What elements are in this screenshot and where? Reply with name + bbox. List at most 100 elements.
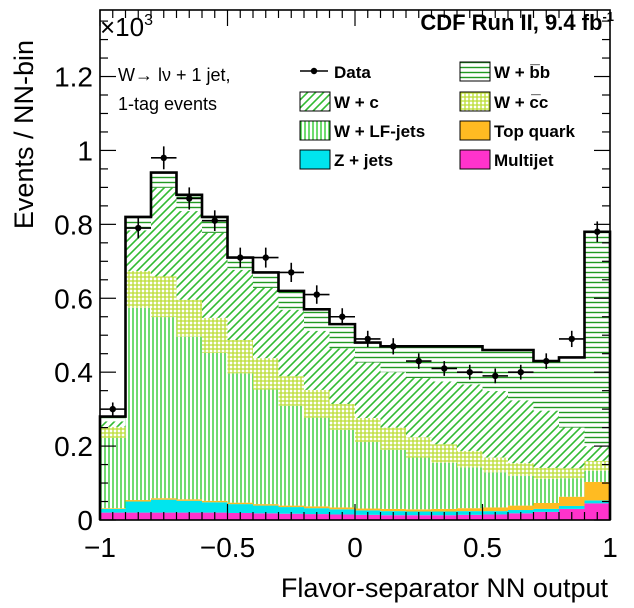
- legend-label: W + b̅b: [494, 63, 550, 82]
- bar-w-c-c: [380, 427, 406, 450]
- experiment-header-text: CDF Run II, 9.4 fb: [420, 10, 602, 35]
- bar-w-c-c: [559, 468, 585, 479]
- legend-label: Top quark: [494, 122, 575, 141]
- bar-w-c-c: [584, 460, 610, 471]
- series-w-c: [100, 187, 610, 469]
- bar-z-jets: [125, 501, 151, 513]
- data-marker: [288, 269, 295, 276]
- legend-swatch: [299, 120, 331, 141]
- bar-top-quark: [125, 500, 151, 502]
- data-point: [227, 247, 253, 268]
- bar-w-lf-jets: [431, 462, 457, 509]
- bar-w-lf-jets: [329, 429, 355, 508]
- bar-w-lf-jets: [202, 352, 228, 501]
- legend-swatch: [459, 91, 491, 112]
- bar-w-c: [533, 410, 559, 468]
- legend-entry-top-quark: Top quark: [459, 120, 575, 141]
- bar-w-c: [457, 384, 483, 451]
- bar-w-c-c: [533, 467, 559, 479]
- bar-w-b-b: [355, 342, 381, 363]
- data-point: [406, 353, 432, 369]
- bar-z-jets: [329, 509, 355, 515]
- bar-w-c: [584, 446, 610, 461]
- y-tick-label: 0: [77, 505, 93, 536]
- bar-w-c: [559, 427, 585, 469]
- bar-w-c: [253, 287, 279, 359]
- bar-w-b-b: [304, 309, 330, 331]
- bar-z-jets: [304, 508, 330, 515]
- x-tick-label: −1: [84, 532, 116, 563]
- data-point: [533, 353, 559, 369]
- bar-w-b-b: [584, 231, 610, 447]
- x-axis-label: Flavor-separator NN output: [281, 573, 609, 603]
- data-point: [253, 247, 279, 268]
- bar-w-c: [406, 378, 432, 438]
- bar-w-lf-jets: [355, 442, 381, 509]
- data-marker: [211, 217, 218, 224]
- bar-w-lf-jets: [508, 476, 534, 506]
- x-tick-label: −0.5: [200, 532, 255, 563]
- bar-w-c-c: [304, 389, 330, 418]
- legend-swatch: [459, 120, 491, 141]
- bar-z-jets: [559, 505, 585, 509]
- stacked-histogram: [98, 171, 612, 520]
- bar-w-c: [355, 362, 381, 418]
- data-marker: [543, 357, 550, 365]
- bar-w-lf-jets: [457, 467, 483, 509]
- data-point: [380, 338, 406, 355]
- data-points: [100, 146, 610, 416]
- data-point: [125, 217, 151, 239]
- y-tick-label: 0.8: [54, 209, 93, 240]
- data-marker: [109, 405, 116, 413]
- bar-top-quark: [253, 504, 279, 506]
- series-w-lf-jets: [100, 307, 610, 510]
- bar-w-c: [329, 348, 355, 404]
- bar-w-c: [278, 309, 304, 377]
- series-w-c-c: [100, 270, 610, 479]
- legend-swatch: [459, 61, 491, 82]
- y-tick-label: 1: [77, 135, 93, 166]
- bar-w-c-c: [482, 457, 508, 473]
- y-scale-factor-base: ×10: [100, 12, 144, 42]
- bar-z-jets: [253, 505, 279, 514]
- data-marker: [160, 154, 167, 162]
- bar-w-b-b: [253, 272, 279, 288]
- bar-w-c-c: [176, 299, 202, 337]
- bar-w-lf-jets: [584, 470, 610, 482]
- bar-top-quark: [584, 481, 610, 501]
- bar-w-b-b: [533, 361, 559, 411]
- bar-w-lf-jets: [176, 336, 202, 500]
- data-marker: [186, 195, 193, 202]
- data-point: [559, 330, 585, 348]
- data-point: [202, 210, 228, 231]
- bar-top-quark: [227, 502, 253, 505]
- legend-entry-data: Data: [300, 63, 371, 82]
- bar-w-lf-jets: [278, 405, 304, 506]
- annotation-line-1: W→ lν + 1 jet,: [118, 65, 231, 85]
- bar-w-c: [202, 232, 228, 318]
- bar-w-c-c: [227, 340, 253, 374]
- legend-entry-multijet: Multijet: [459, 149, 554, 170]
- bar-w-c: [431, 381, 457, 445]
- bar-w-c: [482, 391, 508, 458]
- bar-top-quark: [304, 506, 330, 509]
- data-marker: [313, 291, 320, 298]
- bar-w-lf-jets: [559, 478, 585, 497]
- bar-z-jets: [227, 504, 253, 513]
- bar-z-jets: [151, 499, 177, 513]
- data-marker: [568, 335, 575, 343]
- bar-top-quark: [100, 508, 126, 509]
- y-scale-factor: ×103: [100, 12, 153, 42]
- bar-w-c: [100, 421, 126, 427]
- data-point: [304, 285, 330, 304]
- bar-top-quark: [533, 503, 559, 509]
- legend-entry-z-jets: Z + jets: [299, 149, 393, 170]
- bar-top-quark: [559, 496, 585, 506]
- bar-w-c: [227, 269, 253, 341]
- legend-swatch: [299, 149, 331, 170]
- y-tick-label: 0.2: [54, 431, 93, 462]
- bar-w-lf-jets: [380, 449, 406, 509]
- bar-top-quark: [176, 499, 202, 501]
- data-marker: [492, 372, 499, 380]
- data-marker: [466, 368, 473, 376]
